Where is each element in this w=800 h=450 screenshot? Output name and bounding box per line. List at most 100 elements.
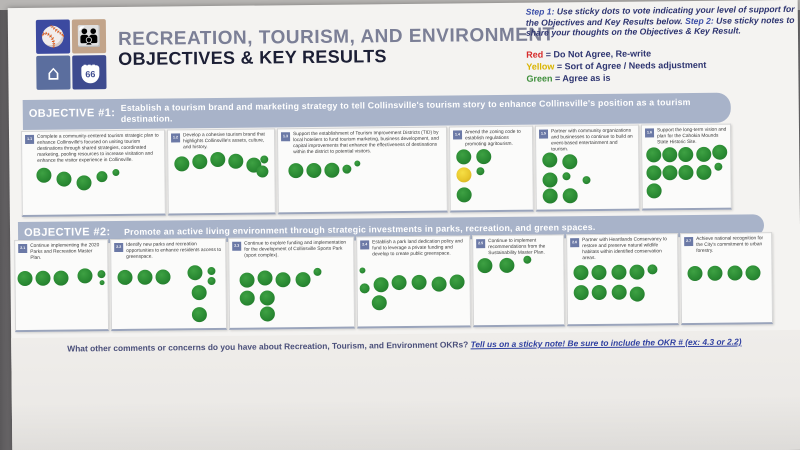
green-vote-dot — [712, 144, 728, 160]
green-vote-dot — [228, 153, 244, 169]
green-vote-dot — [371, 295, 387, 311]
logo-tile-baseball: ⚾ — [35, 19, 71, 54]
kr-text: Partner with community organizations and… — [550, 128, 633, 153]
kr-card-2-7: 2.7 Achieve national recognition for the… — [680, 232, 774, 326]
kr-card-2-6: 2.6 Partner with Heartlands Conservancy … — [566, 233, 680, 327]
green-vote-dot — [611, 284, 627, 300]
step2-label: Step 2: — [685, 15, 714, 26]
green-vote-dot — [239, 290, 255, 306]
green-vote-dot — [359, 267, 366, 274]
green-vote-dot — [391, 274, 407, 291]
green-vote-dot — [582, 176, 591, 185]
green-vote-dot — [687, 265, 703, 282]
green-vote-dot — [207, 276, 216, 286]
green-vote-dot — [542, 188, 558, 204]
green-vote-dot — [112, 168, 120, 177]
green-vote-dot — [573, 265, 589, 281]
kr-number: 2.5 — [476, 239, 486, 249]
green-vote-dot — [476, 149, 492, 165]
green-vote-dot — [696, 164, 712, 180]
green-vote-dot — [745, 265, 761, 281]
green-vote-dot — [324, 162, 340, 178]
green-vote-dot — [313, 267, 322, 276]
kr-text: Continue implementing the 2020 Parks and… — [30, 243, 100, 261]
green-vote-dot — [573, 285, 589, 301]
green-vote-dot — [359, 283, 370, 294]
kr-text: Achieve national recognition for the Cit… — [696, 236, 764, 254]
kr-number: 2.1 — [18, 243, 28, 254]
green-vote-dot — [456, 187, 472, 203]
green-vote-dot — [295, 271, 311, 288]
green-vote-dot — [477, 258, 493, 274]
green-vote-dot — [97, 270, 106, 279]
green-vote-dot — [77, 268, 93, 284]
kr-card-1-6: 1.6 Support the long-term vision and pla… — [640, 123, 732, 211]
green-vote-dot — [449, 274, 465, 290]
green-vote-dot — [76, 175, 92, 191]
green-vote-dot — [611, 264, 627, 280]
logo-tile-house: ⌂ — [36, 55, 71, 90]
green-vote-dot — [53, 270, 69, 286]
kr-card-1-2: 1.2 Develop a cohesive tourism brand tha… — [166, 128, 276, 216]
green-vote-dot — [256, 165, 269, 178]
kr-text: Establish a park land dedication policy … — [372, 239, 463, 258]
kr-number: 1.3 — [281, 132, 291, 142]
green-vote-dot — [562, 172, 571, 181]
yellow-vote-dot — [456, 167, 472, 183]
green-vote-dot — [191, 307, 207, 323]
green-vote-dot — [707, 265, 723, 281]
green-vote-dot — [210, 151, 226, 168]
green-vote-dot — [646, 183, 662, 199]
kr-card-2-1: 2.1 Continue implementing the 2020 Parks… — [14, 239, 110, 333]
route-66-shield-icon: 66 — [81, 65, 100, 84]
green-vote-dot — [629, 264, 645, 280]
green-vote-dot — [591, 284, 607, 301]
kr-number: 1.4 — [452, 130, 463, 140]
green-vote-dot — [17, 270, 33, 287]
logo-tile-family: 👪 — [71, 19, 107, 54]
kr-number: 2.6 — [570, 238, 580, 248]
objective-1-text: Establish a tourism brand and marketing … — [120, 97, 691, 124]
green-vote-dot — [647, 264, 658, 275]
kr-number: 1.5 — [538, 129, 549, 139]
kr-card-1-4: 1.4 Amend the zoning code to establish r… — [448, 125, 534, 213]
green-vote-dot — [259, 306, 275, 322]
objective-2-label: OBJECTIVE #2: — [23, 226, 111, 239]
green-vote-dot — [696, 146, 712, 162]
green-vote-dot — [714, 162, 723, 171]
poster-board: ⚾ 👪 ⌂ ♜ 66 RECREATION, TOURISM, AND ENVI… — [7, 0, 800, 450]
green-vote-dot — [727, 265, 743, 281]
baseball-icon: ⚾ — [40, 24, 66, 49]
green-vote-dot — [191, 285, 207, 301]
green-vote-dot — [562, 154, 578, 170]
green-vote-dot — [137, 269, 153, 285]
kr-number: 1.6 — [644, 128, 655, 138]
kr-text: Continue to explore funding and implemen… — [244, 240, 347, 259]
family-icon: 👪 — [76, 24, 102, 49]
kr-text: Support the establishment of Tourism Imp… — [293, 130, 439, 156]
green-vote-dot — [288, 163, 304, 179]
instructions: Step 1: Use sticky dots to vote indicati… — [526, 4, 798, 38]
kr-card-2-5: 2.5 Continue to implement recommendation… — [472, 234, 566, 328]
green-vote-dot — [476, 167, 485, 176]
green-vote-dot — [260, 155, 269, 164]
green-vote-dot — [629, 286, 645, 302]
green-vote-dot — [192, 154, 208, 170]
green-vote-dot — [207, 266, 216, 276]
step1-label: Step 1: — [525, 6, 555, 17]
green-vote-dot — [591, 264, 607, 281]
green-vote-dot — [678, 164, 694, 181]
green-vote-dot — [117, 269, 133, 286]
green-vote-dot — [542, 172, 558, 188]
green-vote-dot — [646, 165, 662, 181]
green-vote-dot — [35, 270, 51, 286]
green-vote-dot — [662, 147, 678, 163]
kr-card-2-2: 2.2 Identify new parks and recreation op… — [110, 237, 228, 332]
green-vote-dot — [456, 149, 472, 165]
kr-card-1-1: 1.1 Complete a community-centered touris… — [20, 129, 166, 218]
rte-logo: ⚾ 👪 ⌂ ♜ 66 — [35, 19, 109, 90]
green-vote-dot — [306, 162, 322, 179]
kr-number: 2.7 — [684, 236, 694, 247]
kr-text: Develop a cohesive tourism brand that hi… — [183, 132, 265, 151]
board-shadow — [11, 394, 800, 450]
